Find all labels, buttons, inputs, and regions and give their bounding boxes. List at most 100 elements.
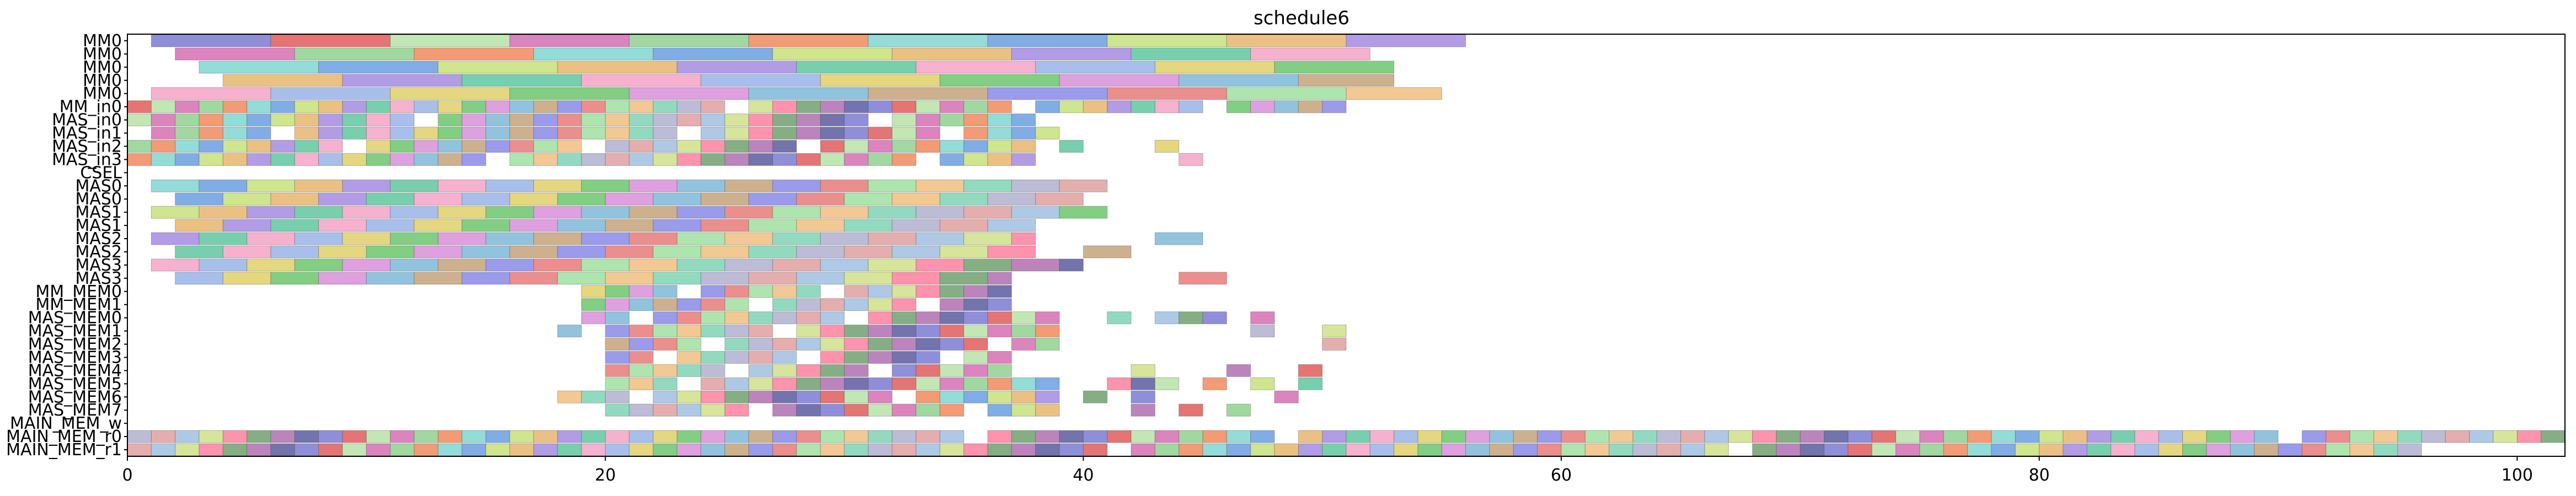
task-bar [2015,430,2040,443]
task-bar [748,338,773,351]
task-bar [915,139,940,153]
task-bar [437,153,463,166]
task-bar [1035,192,1084,206]
task-bar [1800,430,1825,443]
task-bar [1226,430,1251,443]
row-label: MAIN_MEM_r1 [6,440,122,460]
task-bar [963,153,988,166]
task-bar [2182,430,2207,443]
task-bar [1728,430,1753,443]
task-bar [820,364,845,377]
task-bar [963,338,988,351]
task-bar [963,364,988,377]
task-bar [390,443,415,456]
task-bar [796,192,845,206]
task-bar [2397,430,2422,443]
task-bar [2349,430,2374,443]
task-bar [1298,100,1323,114]
task-bar [867,377,893,390]
task-bar [796,245,845,258]
task-bar [963,298,988,311]
task-bar [1035,127,1060,140]
row-label: MAS1 [75,216,122,235]
task-bar [677,114,701,127]
task-bar [294,232,343,245]
task-bar [1298,430,1323,443]
task-bar [796,443,821,456]
task-bar [772,390,797,403]
task-bar [987,114,1012,127]
task-bar [748,285,773,298]
task-bar [844,364,869,377]
task-bar [270,272,319,285]
task-bar [987,443,1012,456]
task-bar [1202,443,1227,456]
row-label: MM_MEM1 [35,295,122,315]
task-bar [892,153,917,166]
task-bar [939,430,965,443]
task-bar [629,285,654,298]
task-bar [270,153,295,166]
task-bar [1369,430,1395,443]
task-bar [629,325,654,338]
task-bar [1202,430,1227,443]
task-bar [677,298,701,311]
task-bar [1154,443,1180,456]
task-bar [867,139,893,153]
task-bar [127,139,152,153]
task-bar [867,390,893,403]
task-bar [748,351,773,364]
task-bar [294,127,319,140]
task-bar [318,153,343,166]
task-bar [772,139,797,153]
task-bar [1154,139,1180,153]
task-bar [2158,443,2183,456]
task-bar [1322,325,1347,338]
task-bar [867,351,893,364]
task-bar [485,443,510,456]
row-label: MM0 [83,84,122,104]
task-bar [892,285,917,298]
row-label: MAS_MEM5 [28,374,122,393]
task-bar [1417,443,1442,456]
task-bar [414,443,438,456]
task-bar [605,100,630,114]
task-bar [1250,430,1275,443]
task-bar [222,272,271,285]
task-bar [1824,430,1849,443]
task-bar [318,61,438,74]
task-bar [1274,100,1299,114]
task-bar [366,100,391,114]
task-bar [939,443,965,456]
task-bar [199,258,248,272]
task-bar [1179,403,1203,417]
task-bar [677,153,701,166]
task-bar [772,311,797,325]
row-label: MM0 [83,58,122,77]
task-bar [629,127,654,140]
task-bar [915,325,940,338]
task-bar [939,338,965,351]
task-bar [677,351,701,364]
task-bar [1107,100,1132,114]
task-bar [294,139,319,153]
task-bar [1584,430,1610,443]
task-bar [2039,430,2064,443]
task-bar [1584,443,1610,456]
task-bar [366,219,415,232]
task-bar [1202,377,1227,390]
task-bar [700,377,725,390]
task-bar [1346,443,1370,456]
task-bar [820,377,845,390]
task-bar [652,443,678,456]
x-tick-label: 80 [2029,466,2050,485]
task-bar [772,430,797,443]
task-bar [892,272,940,285]
task-bar [2493,430,2518,443]
task-bar [939,403,965,417]
task-bar [533,114,558,127]
task-bar [151,127,176,140]
task-bar [247,179,295,192]
task-bar [867,311,893,325]
task-bar [820,179,869,192]
